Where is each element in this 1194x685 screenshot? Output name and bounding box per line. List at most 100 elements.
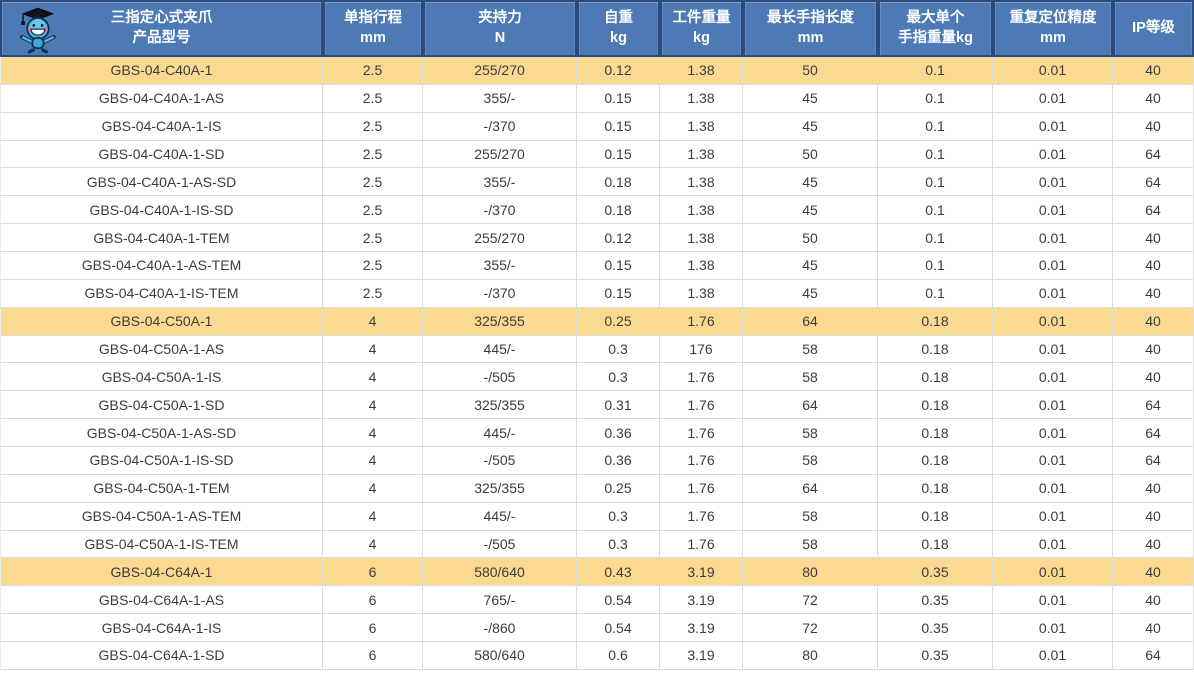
- model-cell: GBS-04-C40A-1-AS: [0, 84, 323, 113]
- ip-cell: 40: [1113, 530, 1194, 559]
- stroke-cell: 2.5: [323, 279, 423, 308]
- ip-cell: 64: [1113, 168, 1194, 197]
- accuracy-cell: 0.01: [993, 279, 1113, 308]
- accuracy-cell: 0.01: [993, 335, 1113, 364]
- table-row: GBS-04-C64A-1-IS 6 -/860 0.54 3.19 72 0.35 0.01…: [0, 614, 1194, 643]
- stroke-cell: 2.5: [323, 168, 423, 197]
- stroke-cell: 6: [323, 586, 423, 615]
- ip-cell: 64: [1113, 196, 1194, 225]
- gripper-spec-table: 三指定心式夹爪 产品型号 单指行程 mm 夹持力 N 自重 kg 工件重量 kg…: [0, 0, 1194, 670]
- finger-length-cell: 80: [743, 642, 878, 670]
- force-cell: -/860: [423, 614, 577, 643]
- force-cell: 580/640: [423, 558, 577, 587]
- force-cell: -/370: [423, 196, 577, 225]
- table-body: GBS-04-C40A-1 2.5 255/270 0.12 1.38 50 0.1 0.01…: [0, 57, 1194, 670]
- header-ip-rating: IP等级: [1113, 0, 1194, 57]
- force-cell: -/505: [423, 530, 577, 559]
- finger-length-cell: 58: [743, 530, 878, 559]
- stroke-cell: 4: [323, 502, 423, 531]
- finger-weight-cell: 0.18: [878, 391, 993, 420]
- table-row: GBS-04-C64A-1-SD 6 580/640 0.6 3.19 80 0.35 0.0…: [0, 642, 1194, 670]
- finger-weight-cell: 0.1: [878, 279, 993, 308]
- header-label: 最大单个: [906, 10, 965, 27]
- workpiece-weight-cell: 3.19: [660, 586, 743, 615]
- workpiece-weight-cell: 1.76: [660, 530, 743, 559]
- workpiece-weight-cell: 1.76: [660, 391, 743, 420]
- table-row: GBS-04-C50A-1-AS 4 445/- 0.3 176 58 0.18 0.01 40: [0, 335, 1194, 364]
- workpiece-weight-cell: 3.19: [660, 642, 743, 670]
- model-cell: GBS-04-C50A-1-IS: [0, 363, 323, 392]
- model-cell: GBS-04-C50A-1-AS-SD: [0, 419, 323, 448]
- model-cell: GBS-04-C50A-1-TEM: [0, 474, 323, 503]
- accuracy-cell: 0.01: [993, 84, 1113, 113]
- stroke-cell: 4: [323, 363, 423, 392]
- header-label: 三指定心式夹爪: [110, 10, 213, 27]
- workpiece-weight-cell: 1.76: [660, 447, 743, 475]
- model-cell: GBS-04-C40A-1-IS: [0, 112, 323, 141]
- table-row-base-model: GBS-04-C50A-1 4 325/355 0.25 1.76 64 0.18 0.01 4…: [0, 307, 1194, 336]
- ip-cell: 64: [1113, 447, 1194, 475]
- workpiece-weight-cell: 1.38: [660, 84, 743, 113]
- finger-length-cell: 45: [743, 112, 878, 141]
- stroke-cell: 4: [323, 530, 423, 559]
- stroke-cell: 6: [323, 642, 423, 670]
- ip-cell: 40: [1113, 112, 1194, 141]
- force-cell: 325/355: [423, 307, 577, 336]
- weight-cell: 0.54: [577, 614, 660, 643]
- force-cell: 355/-: [423, 252, 577, 280]
- weight-cell: 0.12: [577, 57, 660, 85]
- model-cell: GBS-04-C64A-1-SD: [0, 642, 323, 670]
- finger-weight-cell: 0.18: [878, 307, 993, 336]
- finger-length-cell: 45: [743, 84, 878, 113]
- weight-cell: 0.25: [577, 474, 660, 503]
- header-label: 工件重量: [672, 10, 731, 27]
- finger-weight-cell: 0.18: [878, 363, 993, 392]
- weight-cell: 0.3: [577, 502, 660, 531]
- header-label: 最长手指长度: [767, 10, 854, 27]
- force-cell: -/505: [423, 363, 577, 392]
- stroke-cell: 4: [323, 474, 423, 503]
- weight-cell: 0.15: [577, 140, 660, 169]
- stroke-cell: 4: [323, 391, 423, 420]
- finger-weight-cell: 0.35: [878, 614, 993, 643]
- header-self-weight: 自重 kg: [577, 0, 660, 57]
- weight-cell: 0.25: [577, 307, 660, 336]
- finger-weight-cell: 0.18: [878, 474, 993, 503]
- accuracy-cell: 0.01: [993, 447, 1113, 475]
- workpiece-weight-cell: 3.19: [660, 614, 743, 643]
- table-row: GBS-04-C40A-1-AS-TEM 2.5 355/- 0.15 1.38 45 0.…: [0, 252, 1194, 280]
- workpiece-weight-cell: 1.38: [660, 57, 743, 85]
- weight-cell: 0.18: [577, 168, 660, 197]
- finger-weight-cell: 0.1: [878, 168, 993, 197]
- ip-cell: 40: [1113, 558, 1194, 587]
- finger-weight-cell: 0.1: [878, 196, 993, 225]
- weight-cell: 0.3: [577, 335, 660, 364]
- model-cell: GBS-04-C40A-1-TEM: [0, 224, 323, 253]
- ip-cell: 40: [1113, 307, 1194, 336]
- stroke-cell: 2.5: [323, 196, 423, 225]
- force-cell: 580/640: [423, 642, 577, 670]
- ip-cell: 64: [1113, 642, 1194, 670]
- finger-weight-cell: 0.1: [878, 252, 993, 280]
- weight-cell: 0.36: [577, 419, 660, 448]
- header-label: 单指行程: [344, 10, 402, 27]
- finger-length-cell: 58: [743, 363, 878, 392]
- force-cell: 445/-: [423, 419, 577, 448]
- table-row-base-model: GBS-04-C40A-1 2.5 255/270 0.12 1.38 50 0.1 0.01…: [0, 57, 1194, 85]
- ip-cell: 64: [1113, 140, 1194, 169]
- model-cell: GBS-04-C40A-1-AS-TEM: [0, 252, 323, 280]
- weight-cell: 0.36: [577, 447, 660, 475]
- finger-weight-cell: 0.1: [878, 140, 993, 169]
- weight-cell: 0.31: [577, 391, 660, 420]
- finger-weight-cell: 0.1: [878, 57, 993, 85]
- stroke-cell: 2.5: [323, 57, 423, 85]
- header-gripping-force: 夹持力 N: [423, 0, 577, 57]
- force-cell: 445/-: [423, 502, 577, 531]
- finger-length-cell: 64: [743, 474, 878, 503]
- header-max-single-finger-weight: 最大单个 手指重量kg: [878, 0, 993, 57]
- workpiece-weight-cell: 1.38: [660, 168, 743, 197]
- finger-length-cell: 58: [743, 502, 878, 531]
- header-max-finger-length: 最长手指长度 mm: [743, 0, 878, 57]
- table-row: GBS-04-C50A-1-AS-SD 4 445/- 0.36 1.76 58 0.18 0…: [0, 419, 1194, 448]
- accuracy-cell: 0.01: [993, 474, 1113, 503]
